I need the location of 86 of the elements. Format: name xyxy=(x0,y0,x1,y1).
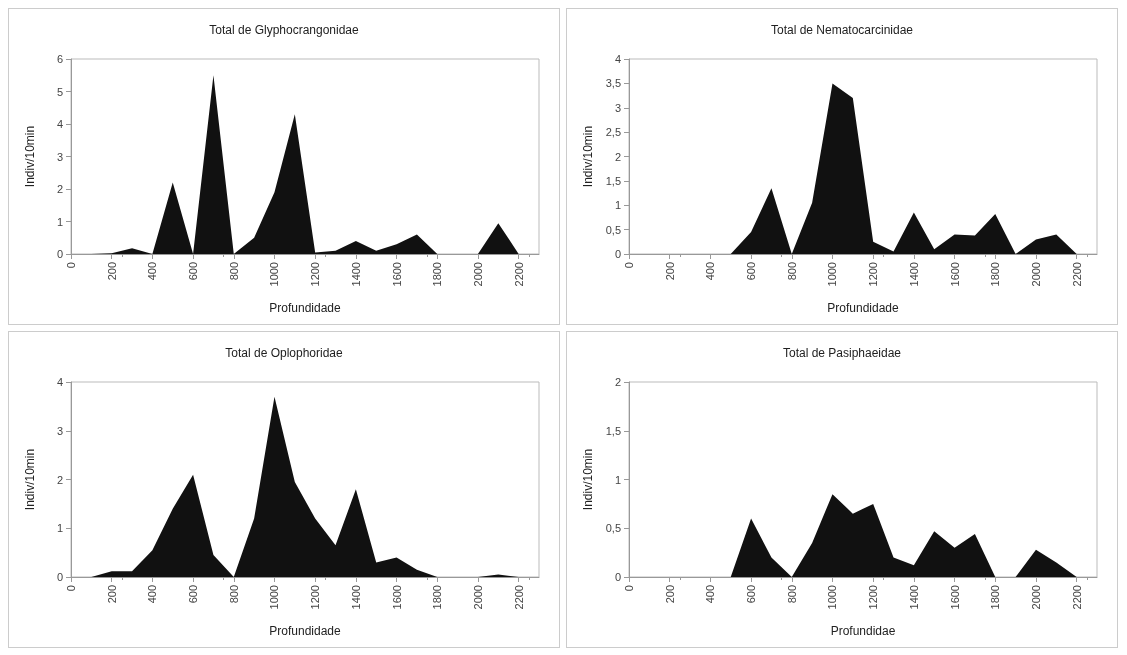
x-tick-label: 1200 xyxy=(309,262,322,287)
x-tick-label: 600 xyxy=(187,585,200,604)
x-tick-label: 800 xyxy=(785,585,798,604)
y-tick-label: 3,5 xyxy=(605,77,621,90)
y-tick-label: 1,5 xyxy=(605,424,621,437)
y-tick-label: 2 xyxy=(56,183,63,195)
y-tick-label: 2 xyxy=(614,150,621,163)
chart-title: Total de Nematocarcinidae xyxy=(770,23,914,37)
x-axis-title: Profundidae xyxy=(830,624,896,638)
y-axis-title: Indiv/10min xyxy=(581,448,595,511)
x-tick-label: 0 xyxy=(65,585,77,592)
x-tick-label: 1800 xyxy=(989,262,1002,287)
x-tick-label: 800 xyxy=(227,262,240,281)
y-tick-label: 0,5 xyxy=(605,223,621,236)
x-tick-label: 600 xyxy=(187,262,200,281)
x-tick-label: 1600 xyxy=(948,585,961,610)
x-tick-label: 1000 xyxy=(826,585,839,610)
x-tick-label: 1600 xyxy=(948,262,961,287)
chart-title: Total de Glyphocrangonidae xyxy=(209,23,360,37)
y-axis-title: Indiv/10min xyxy=(23,448,37,511)
x-axis-title: Profundidade xyxy=(827,301,900,315)
chart-title: Total de Pasiphaeidae xyxy=(782,346,902,360)
x-tick-label: 1000 xyxy=(268,585,281,610)
y-tick-label: 2,5 xyxy=(605,126,621,139)
x-tick-label: 1400 xyxy=(907,262,920,287)
x-tick-label: 0 xyxy=(623,585,635,592)
x-tick-label: 0 xyxy=(623,262,635,269)
x-axis-title: Profundidade xyxy=(269,624,342,638)
x-tick-label: 200 xyxy=(663,585,676,604)
x-tick-label: 2000 xyxy=(1029,262,1042,287)
x-tick-label: 200 xyxy=(105,262,118,281)
x-tick-label: 1200 xyxy=(309,585,322,610)
y-tick-label: 4 xyxy=(56,376,63,388)
x-tick-label: 1000 xyxy=(268,262,281,287)
x-tick-label: 400 xyxy=(704,262,717,281)
x-tick-label: 1600 xyxy=(390,585,403,610)
y-tick-label: 0 xyxy=(614,248,621,260)
x-tick-label: 1400 xyxy=(349,262,362,287)
x-tick-label: 200 xyxy=(663,262,676,281)
y-tick-label: 6 xyxy=(56,53,63,65)
x-tick-label: 1200 xyxy=(867,262,880,287)
y-tick-label: 0 xyxy=(614,571,621,583)
x-axis-title: Profundidade xyxy=(269,301,342,315)
y-tick-label: 0,5 xyxy=(605,522,621,535)
x-tick-label: 200 xyxy=(105,585,118,604)
x-tick-label: 2200 xyxy=(512,262,525,287)
x-tick-label: 1400 xyxy=(907,585,920,610)
y-tick-label: 1 xyxy=(614,473,621,486)
x-tick-label: 800 xyxy=(785,262,798,281)
y-tick-label: 3 xyxy=(56,424,63,437)
y-axis-title: Indiv/10min xyxy=(581,125,595,188)
y-tick-label: 0 xyxy=(56,248,63,260)
x-tick-label: 600 xyxy=(745,585,758,604)
x-tick-label: 1600 xyxy=(390,262,403,287)
y-tick-label: 1 xyxy=(614,199,621,212)
y-tick-label: 3 xyxy=(614,101,621,114)
x-tick-label: 2000 xyxy=(1029,585,1042,610)
x-tick-label: 0 xyxy=(65,262,77,269)
y-tick-label: 3 xyxy=(56,150,63,163)
y-tick-label: 0 xyxy=(56,571,63,583)
y-axis-title: Indiv/10min xyxy=(23,125,37,188)
y-tick-label: 4 xyxy=(614,53,621,65)
x-tick-label: 400 xyxy=(146,262,159,281)
x-tick-label: 2200 xyxy=(512,585,525,610)
x-tick-label: 1800 xyxy=(431,585,444,610)
y-tick-label: 1 xyxy=(56,215,63,228)
y-tick-label: 1,5 xyxy=(605,174,621,187)
y-tick-label: 2 xyxy=(56,473,63,486)
y-tick-label: 1 xyxy=(56,522,63,535)
x-tick-label: 1800 xyxy=(431,262,444,287)
x-tick-label: 600 xyxy=(745,262,758,281)
x-tick-label: 1000 xyxy=(826,262,839,287)
chart-title: Total de Oplophoridae xyxy=(225,346,344,360)
x-tick-label: 2000 xyxy=(471,585,484,610)
y-tick-label: 4 xyxy=(56,118,63,130)
x-tick-label: 1400 xyxy=(349,585,362,610)
x-tick-label: 2200 xyxy=(1070,262,1083,287)
x-tick-label: 1800 xyxy=(989,585,1002,610)
y-tick-label: 5 xyxy=(56,85,63,98)
x-tick-label: 400 xyxy=(704,585,717,604)
x-tick-label: 2200 xyxy=(1070,585,1083,610)
x-tick-label: 800 xyxy=(227,585,240,604)
y-tick-label: 2 xyxy=(614,376,621,388)
x-tick-label: 400 xyxy=(146,585,159,604)
x-tick-label: 1200 xyxy=(867,585,880,610)
x-tick-label: 2000 xyxy=(471,262,484,287)
